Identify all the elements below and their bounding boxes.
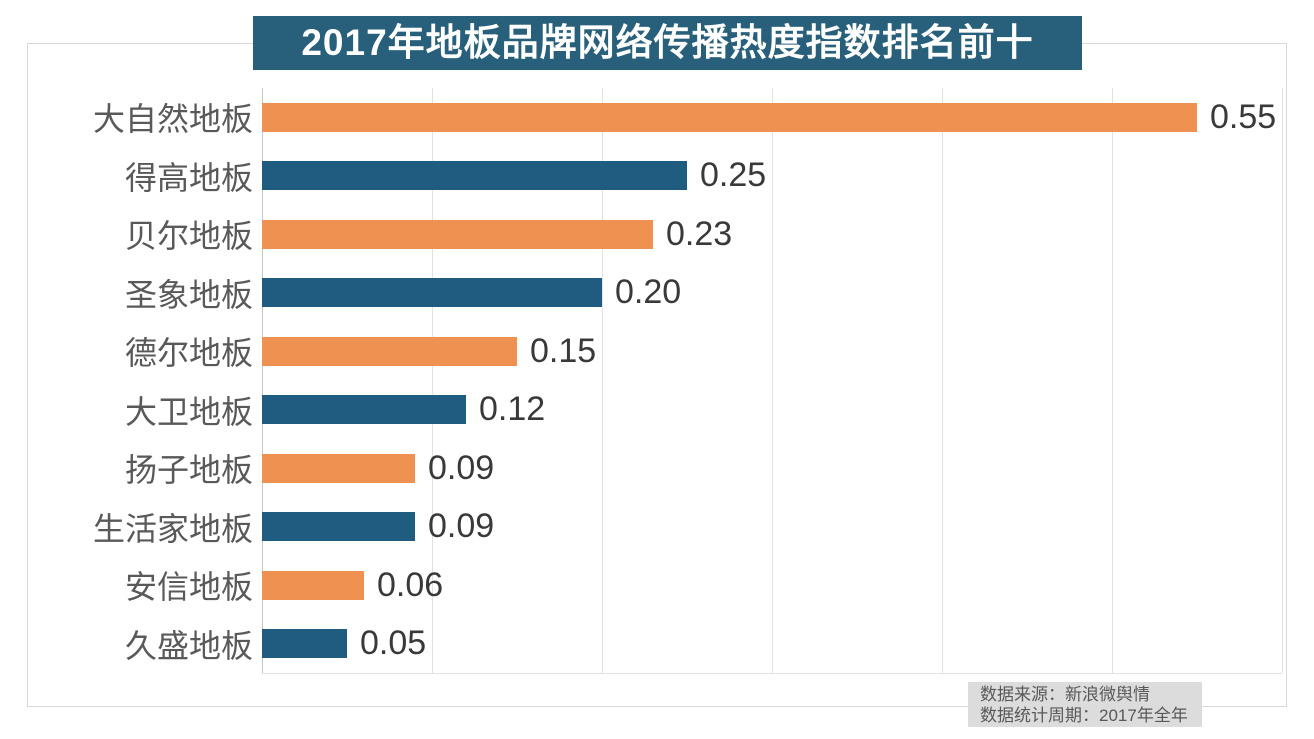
gridline (942, 88, 943, 673)
source-note: 数据来源：新浪微舆情 数据统计周期：2017年全年 (968, 682, 1202, 727)
category-label: 生活家地板 (92, 510, 253, 547)
bar-row: 生活家地板 0.09 (35, 498, 1282, 557)
bar (262, 102, 1197, 132)
gridline (602, 88, 603, 673)
value-label: 0.25 (700, 156, 767, 195)
bar-track: 0.23 (262, 205, 1282, 264)
bar (262, 453, 415, 483)
gridline (432, 88, 433, 673)
source-line: 数据来源：新浪微舆情 (980, 685, 1150, 704)
category-label: 德尔地板 (124, 335, 253, 372)
bar-track: 0.15 (262, 322, 1282, 381)
bar-track: 0.06 (262, 556, 1282, 615)
bar (262, 278, 602, 308)
gridline (1112, 88, 1113, 673)
bar-track: 0.55 (262, 88, 1282, 147)
bar-track: 0.09 (262, 439, 1282, 498)
bar (262, 512, 415, 542)
category-label: 得高地板 (124, 159, 253, 196)
bar-row: 扬子地板 0.09 (35, 439, 1282, 498)
chart-title: 2017年地板品牌网络传播热度指数排名前十 (253, 16, 1082, 70)
value-label: 0.20 (615, 273, 682, 312)
category-label: 扬子地板 (124, 452, 253, 489)
value-label: 0.12 (479, 390, 546, 429)
bar-row: 大自然地板 0.55 (35, 88, 1282, 147)
bar (262, 219, 653, 249)
bar-row: 圣象地板 0.20 (35, 264, 1282, 323)
bar-track: 0.25 (262, 147, 1282, 206)
bar (262, 395, 466, 425)
bar (262, 570, 364, 600)
bar-track: 0.09 (262, 498, 1282, 557)
value-label: 0.23 (666, 214, 733, 253)
bar-row: 德尔地板 0.15 (35, 322, 1282, 381)
category-label: 大卫地板 (124, 393, 253, 430)
bar-track: 0.12 (262, 381, 1282, 440)
bar-row: 安信地板 0.06 (35, 556, 1282, 615)
value-label: 0.09 (428, 448, 495, 487)
value-label: 0.55 (1210, 97, 1277, 136)
value-label: 0.06 (377, 565, 444, 604)
category-label: 圣象地板 (124, 276, 253, 313)
chart-frame (27, 43, 1287, 707)
category-label: 安信地板 (124, 569, 253, 606)
bar-rows: 大自然地板 0.55 得高地板 0.25 贝尔地板 0.23 圣象地板 0.20… (35, 88, 1282, 673)
bar-track: 0.05 (262, 615, 1282, 674)
category-label: 大自然地板 (92, 101, 253, 138)
bar-row: 得高地板 0.25 (35, 147, 1282, 206)
bar-track: 0.20 (262, 264, 1282, 323)
value-label: 0.05 (360, 624, 427, 663)
bar-row: 久盛地板 0.05 (35, 615, 1282, 674)
value-label: 0.15 (530, 331, 597, 370)
plot-area (262, 88, 1283, 674)
bar-row: 大卫地板 0.12 (35, 381, 1282, 440)
category-label: 贝尔地板 (124, 218, 253, 255)
bar (262, 629, 347, 659)
category-label: 久盛地板 (124, 627, 253, 664)
period-line: 数据统计周期：2017年全年 (980, 706, 1188, 725)
bar (262, 336, 517, 366)
value-label: 0.09 (428, 507, 495, 546)
gridline (1282, 88, 1283, 673)
bar (262, 161, 687, 191)
y-axis-line (262, 88, 263, 673)
bar-row: 贝尔地板 0.23 (35, 205, 1282, 264)
gridline (772, 88, 773, 673)
